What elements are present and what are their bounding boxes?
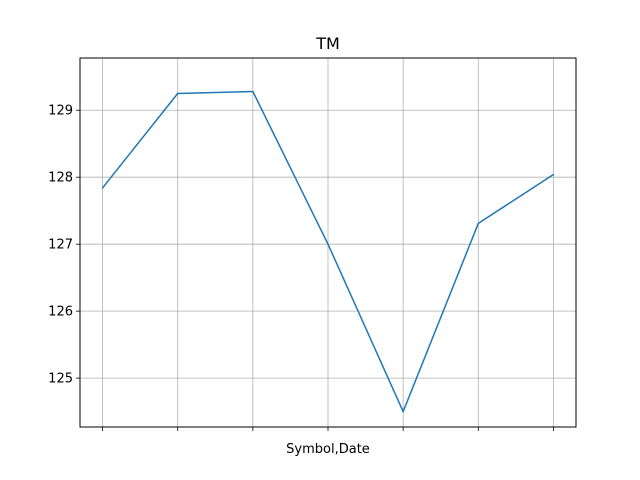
y-tick-label: 125 [48,372,73,387]
series-layer [101,90,555,413]
data-point [252,90,254,93]
y-tick-label: 128 [48,171,73,186]
data-point [327,243,329,245]
data-point [552,173,555,176]
chart-title: TM [315,34,340,53]
y-tick-label: 126 [48,305,73,320]
data-point [176,92,179,95]
y-tick-label: 127 [48,238,73,253]
data-point [101,187,104,189]
x-axis [102,427,554,431]
grid [80,58,576,427]
x-axis-label: Symbol,Date [286,442,370,457]
data-point [477,222,480,225]
y-tick-label: 129 [48,104,73,119]
data-point [402,410,404,413]
y-axis: 125 126 127 128 129 [48,104,80,387]
